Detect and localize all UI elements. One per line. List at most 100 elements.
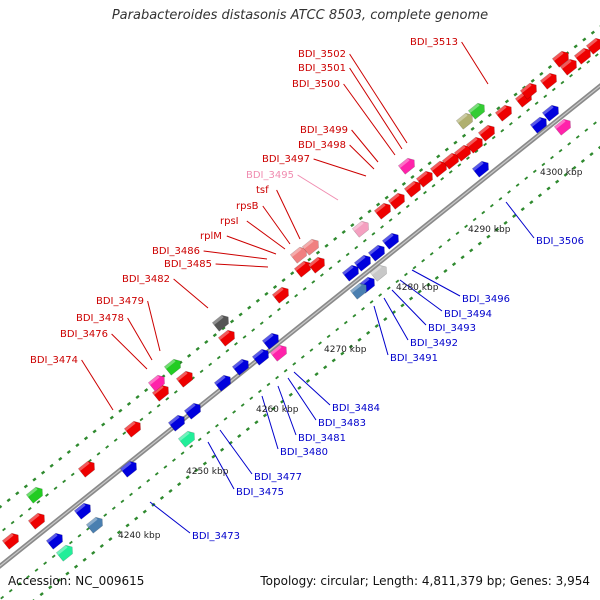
tick-mark	[40, 470, 46, 475]
gene-feature	[467, 102, 485, 120]
tick-mark	[87, 458, 92, 463]
gene-labels: BDI_3513 BDI_3502 BDI_3501 BDI_3500 BDI_3499…	[30, 37, 584, 542]
tick-mark	[154, 472, 159, 476]
tick-mark	[27, 507, 32, 511]
leader-line	[219, 429, 253, 475]
tick-mark	[92, 429, 97, 434]
gene-label: BDI_3474	[30, 355, 78, 366]
tick-mark	[461, 133, 467, 138]
scale-label: 4240 kbp	[118, 531, 161, 541]
gene-label: BDI_3494	[444, 309, 492, 320]
leader-line	[111, 333, 148, 370]
leader-line	[81, 359, 114, 411]
tick-mark	[340, 351, 345, 356]
gene-feature	[367, 244, 385, 262]
gene-label: BDI_3477	[254, 472, 302, 483]
tick-mark	[66, 449, 71, 455]
tick-mark	[337, 259, 341, 264]
tick-mark	[120, 499, 125, 504]
tick-mark	[39, 592, 44, 597]
tick-mark	[177, 482, 182, 487]
tick-mark	[575, 135, 580, 139]
tick-mark	[197, 437, 202, 442]
gene-feature	[271, 286, 289, 304]
gene-feature	[551, 50, 569, 68]
tick-mark	[148, 410, 152, 415]
tick-mark	[111, 506, 116, 511]
gene-feature	[1, 532, 19, 550]
tick-mark	[156, 403, 161, 408]
tick-mark	[469, 248, 474, 253]
tick-mark	[590, 30, 596, 35]
tick-mark	[438, 245, 443, 249]
label-leader-lines	[81, 41, 535, 534]
gene-feature	[25, 486, 43, 504]
tick-mark	[446, 238, 451, 242]
gene-label: BDI_3495	[246, 170, 294, 181]
tick-mark	[348, 344, 354, 349]
tick-mark	[264, 291, 269, 296]
tick-mark	[240, 403, 245, 407]
gene-feature	[373, 202, 391, 220]
tick-mark	[335, 327, 340, 332]
tick-mark	[216, 355, 221, 360]
tick-mark	[134, 516, 139, 521]
tick-mark	[455, 231, 460, 236]
tick-mark	[464, 224, 468, 229]
tick-mark	[374, 323, 379, 329]
leader-line	[215, 263, 269, 268]
gene-label: BDI_3476	[60, 329, 108, 340]
tick-mark	[283, 368, 288, 373]
tick-mark	[206, 430, 211, 435]
gene-label: BDI_3493	[428, 323, 476, 334]
leader-line	[383, 297, 409, 341]
tick-mark	[431, 183, 436, 188]
tick-mark	[448, 170, 453, 174]
gene-label: BDI_3501	[298, 63, 346, 74]
tick-mark	[297, 385, 302, 390]
tick-mark	[507, 190, 511, 194]
tick-mark	[212, 333, 217, 338]
tick-mark	[285, 300, 290, 305]
scale-label: 4260 kbp	[256, 405, 299, 415]
tick-mark	[288, 392, 293, 397]
tick-mark	[405, 204, 410, 209]
tick-mark	[371, 232, 376, 236]
leader-line	[399, 279, 443, 312]
tick-mark	[486, 234, 491, 239]
tick-mark	[70, 472, 75, 477]
tick-mark	[290, 271, 295, 276]
leader-line	[261, 395, 279, 450]
tick-mark	[103, 513, 108, 517]
leader-line	[226, 235, 277, 255]
gene-feature	[231, 358, 249, 376]
tick-mark	[25, 575, 30, 579]
gene-feature	[251, 348, 269, 366]
tick-mark	[165, 397, 170, 401]
tick-mark	[129, 492, 133, 497]
tick-mark	[300, 355, 305, 359]
tick-mark	[189, 444, 194, 449]
tick-mark	[237, 433, 242, 439]
gene-label: BDI_3486	[152, 246, 200, 257]
gene-label: BDI_3513	[410, 37, 458, 48]
tick-mark	[266, 382, 271, 387]
leader-line	[262, 205, 291, 245]
gene-feature	[211, 314, 229, 332]
tick-mark	[257, 389, 262, 394]
gene-label: BDI_3496	[462, 294, 510, 305]
tick-mark	[0, 504, 3, 509]
accession-text: Accession: NC_009615	[8, 574, 145, 588]
leader-line	[313, 158, 367, 177]
tick-mark	[594, 53, 599, 57]
tick-mark	[572, 165, 577, 170]
gene-feature	[559, 58, 577, 76]
leader-line	[173, 278, 209, 309]
gene-feature	[529, 116, 547, 134]
tick-mark	[489, 203, 494, 208]
gene-feature	[585, 37, 600, 55]
tick-mark	[465, 156, 470, 161]
tick-mark	[125, 523, 130, 528]
tick-mark	[558, 148, 563, 153]
tick-mark	[401, 181, 406, 186]
